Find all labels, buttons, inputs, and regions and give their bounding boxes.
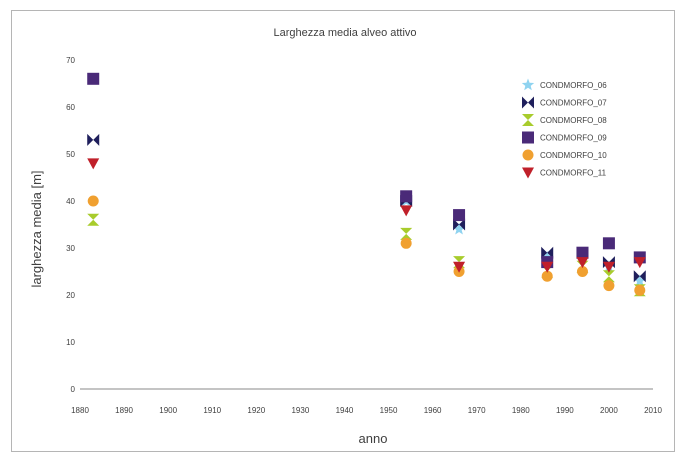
data-point xyxy=(602,270,615,283)
data-point xyxy=(87,72,100,85)
y-tick-label: 0 xyxy=(71,385,76,394)
data-point xyxy=(634,284,646,296)
legend-marker xyxy=(522,131,534,144)
data-point xyxy=(602,237,615,250)
series-condmorfo-08 xyxy=(87,213,646,297)
legend-marker xyxy=(522,167,534,179)
legend-entry-label: CONDMORFO_09 xyxy=(540,134,607,143)
y-tick-label: 70 xyxy=(66,56,75,65)
x-tick-label: 1900 xyxy=(159,406,177,415)
data-point xyxy=(453,218,466,231)
x-tick-label: 1930 xyxy=(291,406,309,415)
x-tick-label: 1990 xyxy=(556,406,574,415)
data-point xyxy=(87,195,99,207)
y-tick-label: 10 xyxy=(66,338,75,347)
data-point xyxy=(603,280,615,292)
chart-title: Larghezza media alveo attivo xyxy=(273,27,416,39)
legend-marker xyxy=(522,114,534,126)
data-point xyxy=(633,270,646,283)
chart-frame xyxy=(11,10,675,452)
data-point xyxy=(602,261,615,273)
legend-marker xyxy=(522,149,534,161)
x-tick-label: 1980 xyxy=(512,406,530,415)
legend-entry-label: CONDMORFO_10 xyxy=(540,151,607,160)
legend-marker xyxy=(522,96,534,109)
x-tick-label: 1890 xyxy=(115,406,133,415)
data-point xyxy=(576,266,588,277)
y-axis-label: larghezza media [m] xyxy=(29,170,44,287)
data-points xyxy=(87,72,646,297)
series-condmorfo-11 xyxy=(87,158,646,273)
data-point xyxy=(400,205,413,217)
x-tick-label: 1960 xyxy=(424,406,442,415)
data-point xyxy=(400,237,412,249)
data-point xyxy=(541,270,553,282)
data-point xyxy=(541,246,554,259)
legend-entry-label: CONDMORFO_08 xyxy=(540,116,607,125)
x-tick-label: 1970 xyxy=(468,406,486,415)
data-point xyxy=(400,227,413,240)
y-tick-label: 50 xyxy=(66,150,75,159)
data-point xyxy=(576,257,589,269)
x-tick-label: 1950 xyxy=(380,406,398,415)
series-condmorfo-10 xyxy=(87,195,646,296)
x-tick-label: 1920 xyxy=(247,406,265,415)
data-point xyxy=(633,274,646,287)
x-tick-label: 1940 xyxy=(336,406,354,415)
x-tick-label: 1880 xyxy=(71,406,89,415)
data-point xyxy=(87,133,100,146)
data-point xyxy=(87,158,100,170)
data-point xyxy=(400,190,413,203)
x-axis-label: anno xyxy=(359,431,388,446)
y-tick-label: 30 xyxy=(66,244,75,253)
legend-entry-label: CONDMORFO_11 xyxy=(540,169,607,178)
data-point xyxy=(453,261,466,273)
data-point xyxy=(541,261,554,273)
x-tick-label: 2010 xyxy=(644,406,662,415)
data-point xyxy=(453,209,466,222)
legend-entry-label: CONDMORFO_07 xyxy=(540,99,607,108)
data-point xyxy=(87,213,100,226)
data-point xyxy=(452,222,466,235)
y-tick-label: 60 xyxy=(66,103,75,112)
x-tick-label: 1910 xyxy=(203,406,221,415)
legend-marker xyxy=(521,78,535,91)
y-tick-label: 40 xyxy=(66,197,75,206)
data-point xyxy=(633,257,646,269)
y-tick-label: 20 xyxy=(66,291,75,300)
axes: 1880 1890 1900 1910 1920 1930 1940 1950 1960 1970… xyxy=(66,56,662,415)
data-point xyxy=(576,246,589,259)
legend-entry-label: CONDMORFO_06 xyxy=(540,81,607,90)
x-tick-label: 2000 xyxy=(600,406,618,415)
legend: CONDMORFO_06 CONDMORFO_07 CONDMORFO_08 COND… xyxy=(521,78,607,179)
